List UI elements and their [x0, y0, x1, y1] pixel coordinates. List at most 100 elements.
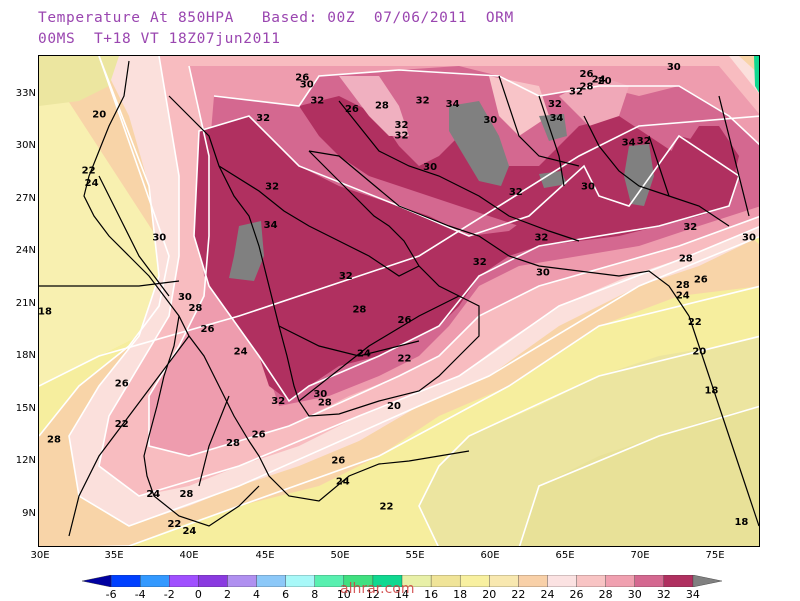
isotherm-label: 28: [226, 438, 240, 449]
isotherm-label: 26: [115, 378, 129, 389]
field-34: [194, 116, 739, 401]
colorbar-label: 28: [598, 588, 613, 601]
colorbar-swatch: [663, 575, 694, 587]
colorbar-label: -4: [134, 588, 146, 601]
colorbar-label: 4: [253, 588, 261, 601]
isotherm-label: 30: [667, 62, 681, 73]
colorbar-arrow-right: [692, 575, 722, 587]
isotherm-label: 22: [380, 501, 394, 512]
isotherm-label: 24: [85, 178, 99, 189]
colorbar-swatch: [285, 575, 316, 587]
isotherm-label: 20: [387, 401, 401, 412]
colorbar-label: 6: [282, 588, 290, 601]
isotherm-label: 32: [395, 131, 409, 142]
field-18-south: [519, 406, 759, 546]
isotherm-label: 22: [398, 354, 412, 365]
isotherm-label: 28: [580, 81, 594, 92]
isotherm-label: 32: [548, 99, 562, 110]
isotherm-label: 24: [146, 489, 160, 500]
colorbar-swatch: [547, 575, 578, 587]
colorbar-label: 32: [656, 588, 671, 601]
isotherm-label: 18: [704, 385, 718, 396]
lon-label-70e: 70E: [630, 550, 650, 561]
field-18-nw: [39, 56, 119, 106]
colorbar-swatch: [459, 575, 490, 587]
temperature-fields: [39, 56, 759, 546]
isotherm-label: 22: [167, 519, 181, 530]
colorbar-swatch: [634, 575, 665, 587]
isotherm-label: 30: [483, 115, 497, 126]
isotherm-label: 30: [581, 182, 595, 193]
map-area: 26 30 32 26 28 32 34 32 32 30 30 32 32 34 32 32 32 32 30 32…: [38, 55, 760, 547]
colorbar-swatch: [110, 575, 141, 587]
isotherm-label: 24: [234, 347, 248, 358]
colorbar-label: 26: [569, 588, 584, 601]
isotherm-lines: [39, 56, 759, 546]
country-borders: [39, 60, 759, 537]
isotherm-label: 32: [271, 396, 285, 407]
isotherm-label: 32: [256, 113, 270, 124]
isotherm-label: 26: [252, 429, 266, 440]
isotherm-label: 32: [416, 95, 430, 106]
lat-label-9n: 9N: [22, 508, 36, 519]
isotherm-label: 28: [676, 280, 690, 291]
isotherm-label: 34: [264, 220, 278, 231]
colorbar-label: 24: [540, 588, 555, 601]
isotherm-label: 24: [676, 291, 690, 302]
lon-label-60e: 60E: [480, 550, 500, 561]
isotherm-label: 22: [115, 419, 129, 430]
isotherm-label: 20: [598, 76, 612, 87]
field-grey-3: [539, 171, 567, 188]
isotherm-label: 22: [82, 166, 96, 177]
lon-label-65e: 65E: [555, 550, 575, 561]
lat-label-24n: 24N: [15, 245, 36, 256]
isotherm-label: 32: [683, 222, 697, 233]
isotherm-label: 32: [473, 257, 487, 268]
colorbar-swatch: [605, 575, 636, 587]
lon-label-40e: 40E: [179, 550, 199, 561]
lon-label-55e: 55E: [405, 550, 425, 561]
field-green-ne: [754, 56, 759, 93]
colorbar-label: 14: [395, 588, 409, 601]
isotherm-label: 24: [592, 74, 606, 85]
isotherm-label: 32: [509, 187, 523, 198]
lon-label-75e: 75E: [705, 550, 725, 561]
colorbar-swatch: [489, 575, 520, 587]
isotherm-label: 34: [622, 138, 636, 149]
isotherm-label: 30: [313, 389, 327, 400]
colorbar-swatch: [576, 575, 607, 587]
colorbar-arrow-left: [82, 575, 112, 587]
isotherm-label: 34: [549, 113, 563, 124]
colorbar-swatch: [256, 575, 287, 587]
field-streak-3: [559, 76, 629, 126]
lon-label-50e: 50E: [330, 550, 350, 561]
isotherm-label: 28: [318, 398, 332, 409]
lat-label-15n: 15N: [15, 403, 36, 414]
isotherm-label: 28: [188, 303, 202, 314]
isotherm-label: 22: [688, 317, 702, 328]
lon-label-35e: 35E: [104, 550, 124, 561]
isotherm-label: 26: [295, 73, 309, 84]
lat-label-30n: 30N: [15, 140, 36, 151]
isotherm-label: 20: [692, 347, 706, 358]
field-streak-1: [339, 76, 409, 136]
isotherm-label: 32: [534, 233, 548, 244]
isotherm-label: 24: [336, 477, 350, 488]
isotherm-label: 30: [300, 80, 314, 91]
isotherm-label: 18: [39, 306, 52, 317]
lat-label-12n: 12N: [15, 455, 36, 466]
isotherm-label: 28: [179, 489, 193, 500]
colorbar-label: 22: [511, 588, 526, 601]
isotherm-label: 26: [345, 104, 359, 115]
colorbar-label: 18: [453, 588, 468, 601]
colorbar-label: 10: [336, 588, 351, 601]
lon-label-30e: 30E: [30, 550, 50, 561]
isotherm-label: 30: [742, 233, 756, 244]
isotherm-label: 18: [734, 517, 748, 528]
isotherm-label: 32: [310, 95, 324, 106]
field-grey-2: [539, 114, 567, 141]
isotherm-label: 26: [398, 315, 412, 326]
isotherm-label: 24: [182, 526, 196, 537]
